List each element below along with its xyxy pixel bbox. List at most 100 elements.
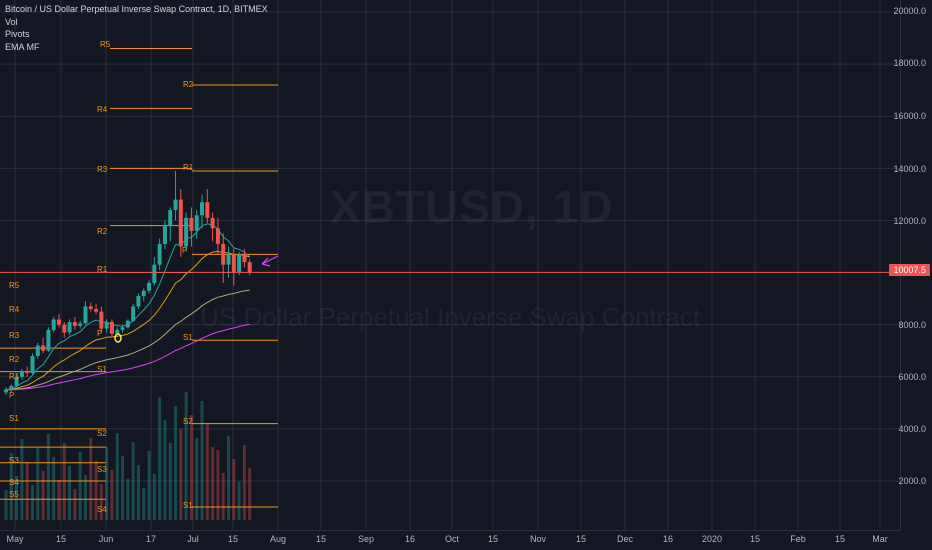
pivot-label: S1 <box>183 333 193 342</box>
pivot-label: S1 <box>9 414 19 423</box>
volume-bar <box>110 470 114 520</box>
symbol-title[interactable]: Bitcoin / US Dollar Perpetual Inverse Sw… <box>5 4 268 14</box>
pivot-label: P <box>9 391 14 400</box>
time-label: 15 <box>487 534 499 544</box>
volume-bar <box>4 490 8 520</box>
candle-body <box>194 215 199 231</box>
time-label: 15 <box>315 534 327 544</box>
pivot-label: R2 <box>183 80 194 89</box>
price-label: 14000.0 <box>893 164 926 174</box>
chart-legend: Bitcoin / US Dollar Perpetual Inverse Sw… <box>5 3 268 53</box>
last-price-badge: 10007.5 <box>889 264 930 276</box>
volume-bar <box>15 476 19 520</box>
candle-body <box>210 217 215 229</box>
candle-body <box>205 202 210 218</box>
arrow-annotation-icon <box>261 255 279 267</box>
time-label: 2020 <box>701 534 723 544</box>
volume-bar <box>163 420 167 520</box>
pivot-label: R3 <box>97 165 108 174</box>
indicator-vol[interactable]: Vol <box>5 16 18 27</box>
volume-bar <box>68 466 72 520</box>
volume-bar <box>200 401 204 520</box>
description-watermark: US Dollar Perpetual Inverse Swap Contrac… <box>200 302 701 332</box>
volume-bar <box>73 489 77 520</box>
time-label: 15 <box>227 534 239 544</box>
volume-bar <box>83 475 87 520</box>
volume-bar <box>131 442 135 520</box>
pivot-label: R3 <box>9 331 20 340</box>
volume-bar <box>105 447 109 520</box>
time-label: Oct <box>444 534 460 544</box>
candle-body <box>242 254 247 263</box>
volume-bar <box>195 438 199 520</box>
price-label: 20000.0 <box>893 6 926 16</box>
volume-bar <box>174 406 178 520</box>
candle-body <box>25 371 30 373</box>
candle-body <box>247 262 252 273</box>
candle-body <box>72 322 77 326</box>
price-label: 16000.0 <box>893 111 926 121</box>
indicator-ema[interactable]: EMA MF <box>5 41 40 52</box>
candle-body <box>51 319 56 330</box>
time-label: Nov <box>529 534 547 544</box>
pivot-label: S3 <box>97 465 107 474</box>
volume-bar <box>121 456 125 520</box>
volume-bar <box>158 397 162 520</box>
volume-bar <box>94 461 98 520</box>
volume-bar <box>9 453 13 520</box>
volume-bar <box>115 433 119 520</box>
candle-body <box>88 306 93 310</box>
indicator-pivots[interactable]: Pivots <box>5 29 30 39</box>
candle-body <box>4 389 8 393</box>
volume-bar <box>36 448 40 520</box>
pivot-label: S2 <box>183 417 193 426</box>
candle-body <box>131 306 136 321</box>
volume-bar <box>57 480 61 520</box>
volume-bar <box>99 484 103 520</box>
pivot-label: S4 <box>9 478 19 487</box>
time-label: 15 <box>749 534 761 544</box>
candle-body <box>104 322 109 329</box>
volume-bar <box>205 424 209 520</box>
ema-mid-line <box>5 250 250 391</box>
candle-body <box>99 311 104 329</box>
candle-body <box>109 322 114 334</box>
candle-body <box>200 202 205 216</box>
candle-body <box>67 322 72 333</box>
volume-bar <box>136 465 140 520</box>
circle-annotation-icon <box>114 333 122 343</box>
time-label: Jun <box>98 534 114 544</box>
volume-bar <box>168 443 172 520</box>
time-label: 16 <box>662 534 674 544</box>
candle-body <box>226 254 231 265</box>
candle-body <box>141 290 146 297</box>
volume-bar <box>152 474 156 520</box>
volume-bar <box>30 485 34 520</box>
time-axis-border <box>0 530 900 531</box>
time-label: Mar <box>872 534 888 544</box>
time-label: 15 <box>834 534 846 544</box>
price-label: 2000.0 <box>898 476 926 486</box>
candle-body <box>41 345 46 351</box>
volume-bar <box>227 436 231 520</box>
candle-body <box>83 306 88 324</box>
price-label: 6000.0 <box>898 372 926 382</box>
pivot-label: S2 <box>97 429 107 438</box>
volume-bar <box>189 415 193 520</box>
time-label: Aug <box>269 534 287 544</box>
pivot-label: P <box>182 246 187 255</box>
volume-bar <box>46 434 50 520</box>
pivot-label: R4 <box>9 305 20 314</box>
pivot-label: R1 <box>9 372 20 381</box>
candle-body <box>120 327 125 330</box>
candle-body <box>152 264 157 283</box>
candle-body <box>184 217 189 247</box>
candle-body <box>35 345 40 356</box>
candle-body <box>173 199 178 211</box>
symbol-watermark: XBTUSD, 1D <box>330 181 614 233</box>
pivot-label: P <box>97 329 102 338</box>
candle-body <box>162 225 167 244</box>
time-label: Jul <box>187 534 199 544</box>
volume-bar <box>184 392 188 520</box>
